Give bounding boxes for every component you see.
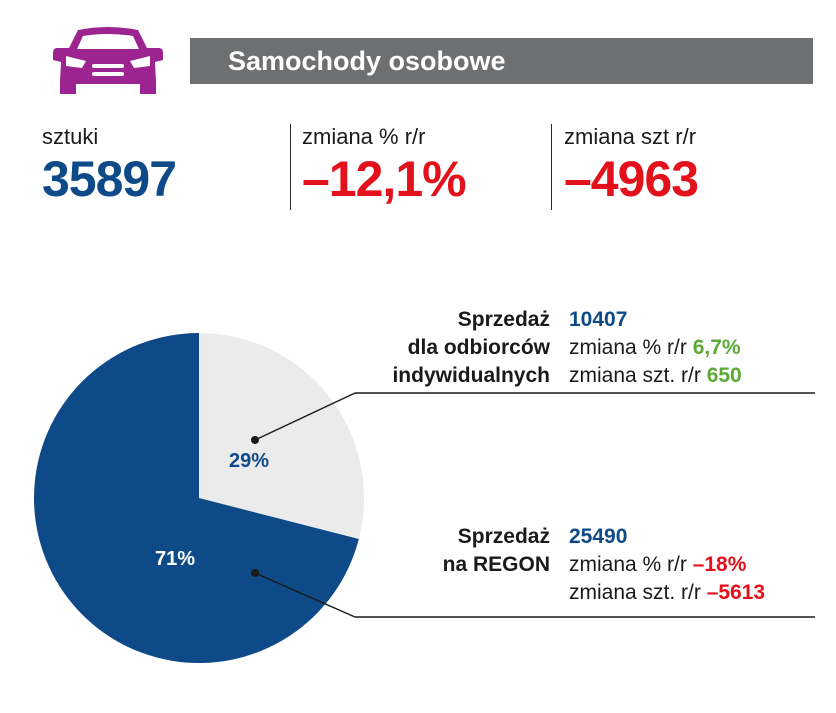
individual-unit-change-label: zmiana szt. r/r (569, 364, 701, 387)
stat-unit-change-value: –4963 (564, 151, 699, 207)
regon-details: 25490 zmiana % r/r –18% zmiana szt. r/r … (569, 523, 765, 607)
stat-units: sztuki 35897 (42, 124, 177, 208)
pie-slice (199, 333, 364, 540)
title-bar: Samochody osobowe (190, 38, 813, 84)
pie-slice-label: 71% (155, 548, 195, 570)
divider (290, 124, 291, 210)
divider (551, 124, 552, 210)
leader-line (254, 392, 356, 441)
individual-pct-change-label: zmiana % r/r (569, 336, 687, 359)
pie-slice-label: 29% (229, 450, 269, 472)
regon-pct-change: zmiana % r/r –18% (569, 551, 765, 579)
stat-pct-change-value: –12,1% (302, 151, 467, 207)
individual-unit-change-value: 650 (706, 364, 742, 387)
regon-heading: Sprzedaż na REGON (443, 523, 550, 579)
car-icon (53, 27, 163, 94)
individual-unit-change: zmiana szt. r/r 650 (569, 362, 742, 390)
regon-units: 25490 (569, 525, 628, 548)
stat-pct-change: zmiana % r/r –12,1% (302, 124, 467, 208)
regon-heading-line: na REGON (442, 553, 550, 576)
individual-heading-line: dla odbiorców (407, 336, 550, 359)
stat-pct-change-label: zmiana % r/r (302, 124, 426, 149)
leader-line (254, 572, 356, 618)
stat-unit-change: zmiana szt r/r –4963 (564, 124, 699, 208)
stat-units-label: sztuki (42, 124, 99, 149)
individual-details: 10407 zmiana % r/r 6,7% zmiana szt. r/r … (569, 306, 742, 390)
regon-pct-change-label: zmiana % r/r (569, 553, 687, 576)
regon-heading-line: Sprzedaż (457, 525, 550, 548)
individual-heading-line: Sprzedaż (457, 308, 550, 331)
individual-heading: Sprzedaż dla odbiorców indywidualnych (392, 306, 550, 390)
individual-heading-line: indywidualnych (392, 364, 550, 387)
leader-dot (251, 436, 259, 444)
regon-unit-change: zmiana szt. r/r –5613 (569, 579, 765, 607)
leader-dot (251, 569, 259, 577)
regon-pct-change-value: –18% (692, 553, 747, 576)
page-title: Samochody osobowe (228, 46, 506, 76)
stat-units-value: 35897 (42, 151, 177, 207)
regon-unit-change-label: zmiana szt. r/r (569, 581, 701, 604)
individual-units: 10407 (569, 308, 628, 331)
regon-unit-change-value: –5613 (706, 581, 766, 604)
individual-pct-change-value: 6,7% (692, 336, 741, 359)
pie-slice (34, 333, 359, 664)
individual-pct-change: zmiana % r/r 6,7% (569, 334, 742, 362)
stat-unit-change-label: zmiana szt r/r (564, 124, 697, 149)
